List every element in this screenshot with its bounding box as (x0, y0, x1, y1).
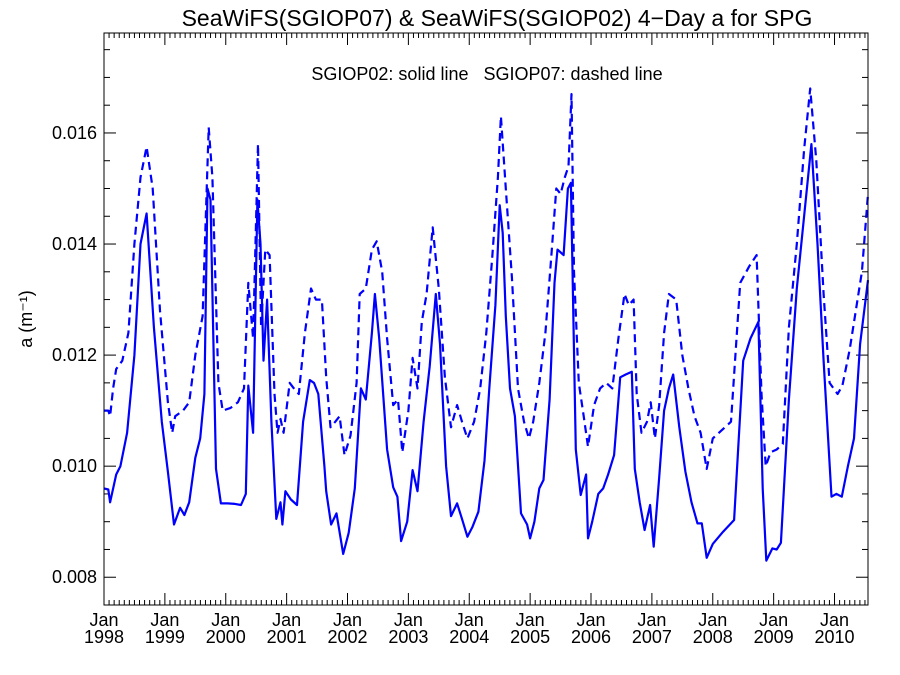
x-tick-year-label: 2003 (388, 627, 428, 647)
x-tick-month-label: Jan (698, 610, 727, 630)
x-tick-year-label: 2004 (449, 627, 489, 647)
y-tick-label: 0.016 (52, 123, 97, 143)
x-tick-month-label: Jan (576, 610, 605, 630)
x-tick-month-label: Jan (211, 610, 240, 630)
x-tick-year-label: 2008 (693, 627, 733, 647)
x-tick-month-label: Jan (150, 610, 179, 630)
y-tick-label: 0.008 (52, 567, 97, 587)
x-tick-month-label: Jan (820, 610, 849, 630)
x-tick-month-label: Jan (516, 610, 545, 630)
x-tick-month-label: Jan (637, 610, 666, 630)
y-tick-label: 0.012 (52, 345, 97, 365)
plot-frame (103, 32, 869, 606)
x-tick-month-label: Jan (89, 610, 118, 630)
y-axis-label: a (m⁻¹) (16, 290, 36, 348)
x-tick-year-label: 2007 (632, 627, 672, 647)
x-tick-year-label: 2006 (571, 627, 611, 647)
x-tick-month-label: Jan (333, 610, 362, 630)
series-annotation: SGIOP02: solid line SGIOP07: dashed line (311, 64, 662, 84)
x-tick-month-label: Jan (759, 610, 788, 630)
y-tick-label: 0.010 (52, 456, 97, 476)
x-tick-year-label: 2002 (327, 627, 367, 647)
x-axis: Jan1998Jan1999Jan2000Jan2001Jan2002Jan20… (84, 33, 866, 647)
plot-area (103, 87, 870, 562)
x-tick-year-label: 2000 (206, 627, 246, 647)
y-tick-label: 0.014 (52, 234, 97, 254)
x-tick-month-label: Jan (455, 610, 484, 630)
x-tick-year-label: 1998 (84, 627, 124, 647)
x-tick-year-label: 2001 (267, 627, 307, 647)
series-line-sgiop02 (103, 143, 870, 562)
x-tick-month-label: Jan (272, 610, 301, 630)
x-tick-year-label: 2009 (754, 627, 794, 647)
series-line-sgiop07 (104, 87, 870, 470)
x-tick-year-label: 2010 (814, 627, 854, 647)
x-tick-year-label: 1999 (145, 627, 185, 647)
x-tick-month-label: Jan (394, 610, 423, 630)
chart-title: SeaWiFS(SGIOP07) & SeaWiFS(SGIOP02) 4−Da… (182, 5, 813, 31)
x-tick-year-label: 2005 (510, 627, 550, 647)
y-axis: 0.008 0.010 0.012 0.014 0.016 (52, 49, 868, 606)
